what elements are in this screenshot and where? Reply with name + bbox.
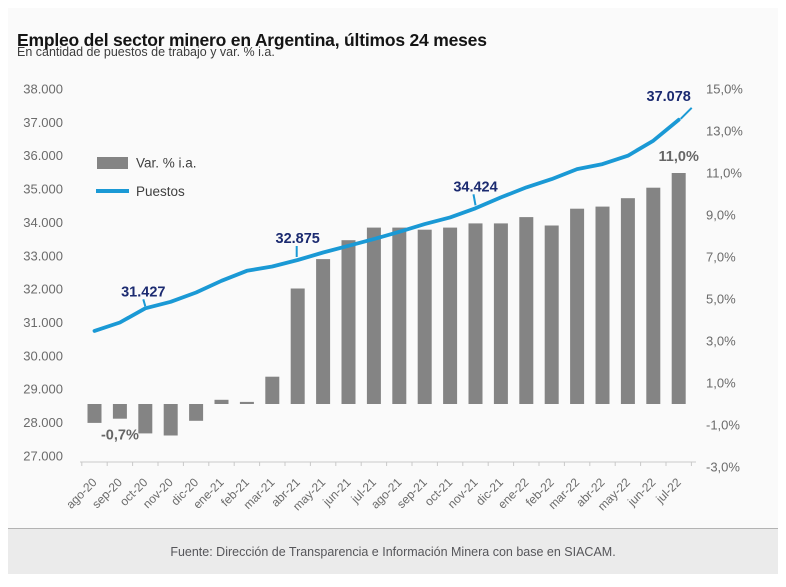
bar-ago-21 <box>392 227 407 404</box>
svg-text:36.000: 36.000 <box>23 148 63 163</box>
bar-ene-22 <box>519 217 534 404</box>
bar-abr-21 <box>290 288 305 404</box>
svg-text:13,0%: 13,0% <box>706 124 743 139</box>
bar-mar-21 <box>265 376 280 404</box>
svg-text:-3,0%: -3,0% <box>706 460 740 475</box>
bar-feb-22 <box>544 225 559 404</box>
annotation-jul-22: 11,0% <box>659 149 699 165</box>
svg-text:jun-21: jun-21 <box>319 475 353 509</box>
svg-text:32.000: 32.000 <box>23 282 63 297</box>
bar-dic-20 <box>189 404 204 421</box>
bar-jun-22 <box>646 187 661 404</box>
annotations: 31.427 32.875 34.424 37.078 -0,7% 11,0% <box>101 89 699 444</box>
svg-text:5,0%: 5,0% <box>706 292 736 307</box>
svg-text:-1,0%: -1,0% <box>706 418 740 433</box>
chart-title: Empleo del sector minero en Argentina, ú… <box>17 29 487 50</box>
svg-text:3,0%: 3,0% <box>706 334 736 349</box>
bar-ago-20 <box>87 404 102 423</box>
bar-nov-21 <box>468 223 483 404</box>
bar-may-21 <box>316 259 331 404</box>
svg-text:33.000: 33.000 <box>23 248 63 263</box>
legend: Var. % i.a. Puestos <box>96 156 197 199</box>
svg-text:35.000: 35.000 <box>23 182 63 197</box>
bar-may-22 <box>620 198 635 404</box>
svg-text:29.000: 29.000 <box>23 382 63 397</box>
svg-text:jun-22: jun-22 <box>624 475 658 509</box>
bar-dic-21 <box>493 223 508 404</box>
legend-bar-label: Var. % i.a. <box>136 156 197 171</box>
legend-line-label: Puestos <box>136 184 185 199</box>
svg-text:38.000: 38.000 <box>23 82 63 97</box>
source-footer: Fuente: Dirección de Transparencia e Inf… <box>8 528 778 574</box>
svg-text:15,0%: 15,0% <box>706 82 743 97</box>
svg-text:jul-22: jul-22 <box>652 475 684 507</box>
svg-text:28.000: 28.000 <box>23 415 63 430</box>
svg-text:11,0%: 11,0% <box>706 166 742 181</box>
svg-text:31.000: 31.000 <box>23 315 63 330</box>
annotation-oct-20: 31.427 <box>121 284 165 300</box>
svg-text:7,0%: 7,0% <box>706 250 736 265</box>
bars-series <box>87 173 686 436</box>
svg-text:30.000: 30.000 <box>23 348 63 363</box>
annotation-abr-21: 32.875 <box>276 231 320 247</box>
source-text: Fuente: Dirección de Transparencia e Inf… <box>170 544 616 559</box>
annotation-sep-20: -0,7% <box>101 428 139 444</box>
x-axis-line <box>80 461 696 466</box>
svg-text:34.000: 34.000 <box>23 215 63 230</box>
annotation-leader <box>679 107 693 120</box>
bar-jun-21 <box>341 240 356 404</box>
bar-abr-22 <box>595 206 610 404</box>
bar-feb-21 <box>239 401 254 404</box>
bar-jul-21 <box>366 227 381 404</box>
annotation-leader <box>472 194 477 206</box>
bar-ene-21 <box>214 399 229 404</box>
svg-text:1,0%: 1,0% <box>706 376 736 391</box>
chart-subtitle: En cantidad de puestos de trabajo y var.… <box>17 45 275 59</box>
line-series <box>92 117 681 333</box>
annotation-jul-22: 37.078 <box>647 89 691 105</box>
bar-oct-20 <box>138 404 153 434</box>
svg-text:9,0%: 9,0% <box>706 208 736 223</box>
legend-bar-swatch <box>97 157 128 169</box>
bar-sep-21 <box>417 229 432 404</box>
annotation-nov-21: 34.424 <box>453 179 497 195</box>
bar-jul-22 <box>671 173 686 404</box>
svg-text:27.000: 27.000 <box>23 449 63 464</box>
bar-oct-21 <box>443 227 458 404</box>
x-axis-labels: ago-20sep-20oct-20nov-20dic-20ene-21feb-… <box>63 475 684 513</box>
bar-mar-22 <box>570 208 585 404</box>
bar-nov-20 <box>163 404 178 436</box>
bar-sep-20 <box>112 404 127 419</box>
left-axis: 38.000 37.000 36.000 35.000 34.000 33.000 32.0… <box>23 82 63 464</box>
svg-text:37.000: 37.000 <box>23 115 63 130</box>
annotation-leader <box>142 299 147 307</box>
right-axis: 15,0% 13,0% 11,0% 9,0% 7,0% 5,0% 3,0% 1,0% -1,0%… <box>706 82 743 475</box>
